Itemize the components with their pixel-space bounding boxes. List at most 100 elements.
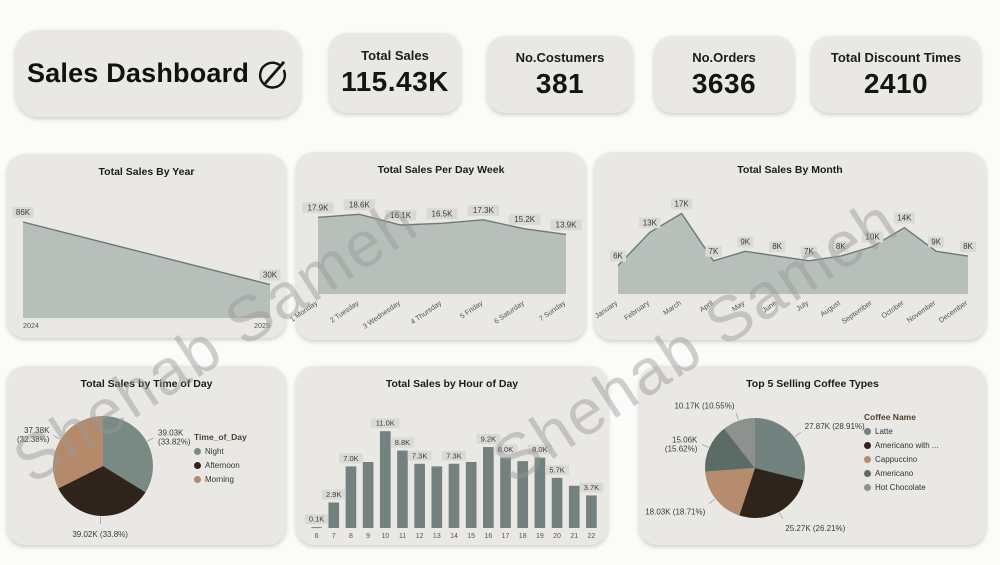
x-axis-label: January: [593, 298, 619, 320]
pie-callout: 39.02K (33.8%): [72, 530, 128, 539]
bar-hour-8[interactable]: [345, 466, 357, 528]
chart-card-sales-by-hour: Total Sales by Hour of Day 6 7 8 9 10 11 12 13 1…: [296, 366, 608, 545]
legend-item-latte[interactable]: Latte: [864, 427, 982, 436]
point-label-box: [12, 207, 34, 219]
bar-hour-19[interactable]: [534, 457, 546, 528]
point-label-box: [371, 418, 400, 429]
kpi-label: Total Discount Times: [830, 49, 962, 65]
bar-hour-18[interactable]: [517, 461, 529, 528]
x-axis-label: 16: [484, 533, 492, 540]
chart-title: Top 5 Selling Coffee Types: [746, 378, 879, 390]
x-axis-label: September: [840, 298, 874, 326]
x-axis-label: June: [760, 298, 778, 314]
callout-leader-line: [53, 435, 60, 440]
area-line: [317, 213, 567, 236]
point-label-box: [893, 212, 916, 224]
point-label: 14K: [897, 214, 912, 223]
legend-item-americano-with[interactable]: Americano with ...: [864, 441, 982, 450]
legend-item-afternoon[interactable]: Afternoon: [194, 461, 278, 470]
bar-hour-16[interactable]: [483, 447, 494, 528]
kpi-value: 115.43K: [341, 66, 449, 97]
legend-label: Americano with ...: [875, 441, 939, 450]
bar-hour-12[interactable]: [414, 463, 425, 528]
kpi-card-total-sales: Total Sales 115.43K: [329, 33, 461, 113]
point-label-box: [832, 241, 849, 253]
bar-hour-21[interactable]: [568, 485, 580, 528]
x-axis-label: October: [879, 298, 906, 320]
bar-hour-14[interactable]: [448, 463, 460, 528]
kpi-label: No.Orders: [692, 49, 756, 65]
bar-hour-11[interactable]: [397, 450, 408, 528]
gauge-icon: [258, 61, 287, 89]
pie-slice-latte[interactable]: [755, 418, 805, 481]
point-label: 8.0K: [498, 445, 513, 454]
pie-slice-americano-with[interactable]: [739, 468, 804, 518]
point-label: 6K: [613, 252, 623, 261]
point-label-box: [705, 245, 722, 257]
point-label: 8.0K: [532, 445, 547, 454]
x-axis-label: 1 Monday: [288, 298, 319, 324]
point-label: 8K: [836, 242, 846, 251]
pie-callout: 18.03K (18.71%): [645, 508, 705, 517]
x-axis-label: February: [622, 298, 651, 322]
legend-item-morning[interactable]: Morning: [194, 475, 278, 484]
point-label-box: [550, 219, 582, 231]
bar-hour-9[interactable]: [362, 462, 374, 528]
pie-callout: 37.38K (32.38%): [17, 426, 50, 444]
chart-card-sales-by-time-of-day: Total Sales by Time of Day 39.03K (33.82%…: [7, 366, 286, 545]
bar-hour-22[interactable]: [586, 495, 597, 528]
point-label: 9K: [740, 237, 750, 246]
bar-hour-15[interactable]: [465, 462, 477, 528]
bar-hour-6[interactable]: [311, 527, 322, 529]
pie-slice-morning[interactable]: [53, 416, 103, 489]
point-label: 16.1K: [390, 211, 412, 220]
legend-dot-icon: [864, 470, 871, 477]
bar-hour-13[interactable]: [431, 466, 443, 528]
legend-item-night[interactable]: Night: [194, 447, 278, 456]
point-label-box: [321, 489, 346, 500]
area-fill: [618, 213, 968, 294]
kpi-label: Total Sales: [361, 48, 429, 63]
chart-title: Total Sales by Time of Day: [80, 378, 213, 390]
chart-title: Total Sales by Hour of Day: [385, 378, 519, 390]
callout-leader-line: [709, 499, 715, 504]
pie-slice-afternoon[interactable]: [58, 466, 146, 516]
bar-hour-17[interactable]: [500, 457, 511, 528]
pie-slice-hot-chocolate[interactable]: [724, 418, 755, 468]
callout-leader-line: [147, 437, 154, 442]
pie-callout: 39.03K (33.82%): [158, 428, 191, 446]
x-axis-label: 6 Saturday: [492, 298, 526, 326]
title-card: Sales Dashboard: [15, 30, 301, 117]
point-label-box: [737, 236, 754, 248]
point-label-box: [407, 450, 432, 461]
legend-item-americano[interactable]: Americano: [864, 469, 982, 478]
chart-card-sales-by-month: Total Sales By Month January February Marc…: [593, 152, 986, 340]
point-label: 16.5K: [432, 209, 454, 218]
legend-item-cappuccino[interactable]: Cappuccino: [864, 455, 982, 464]
month-area-chart: January February March April May June July Augu…: [593, 198, 977, 326]
bar-hour-20[interactable]: [551, 477, 563, 528]
x-axis-label: 21: [570, 533, 578, 540]
x-axis-label: March: [661, 298, 683, 317]
point-label-box: [390, 437, 415, 448]
weekday-area-chart: 1 Monday 2 Tuesday 3 Wednesday 4 Thursday 5 …: [288, 199, 582, 331]
x-axis-label: 22: [588, 533, 596, 540]
bar-hour-10[interactable]: [379, 431, 391, 528]
point-label: 9K: [931, 237, 941, 246]
point-label: 8.8K: [395, 438, 410, 447]
legend-label: Latte: [875, 427, 893, 436]
pie-slice-cappuccino[interactable]: [705, 468, 755, 516]
point-label-box: [508, 213, 541, 225]
point-label-box: [442, 450, 466, 461]
x-axis-label: 15: [467, 533, 475, 540]
point-label: 7.3K: [446, 451, 461, 460]
pie-slice-americano[interactable]: [705, 428, 755, 472]
x-axis-label: December: [937, 298, 970, 325]
area-fill: [23, 222, 270, 318]
pie-slice-night[interactable]: [103, 416, 153, 493]
point-label: 2.9K: [326, 490, 341, 499]
bar-hour-7[interactable]: [328, 502, 340, 528]
callout-leader-line: [795, 432, 801, 437]
point-label: 3.7K: [584, 483, 599, 492]
legend-item-hot-chocolate[interactable]: Hot Chocolate: [864, 483, 982, 492]
